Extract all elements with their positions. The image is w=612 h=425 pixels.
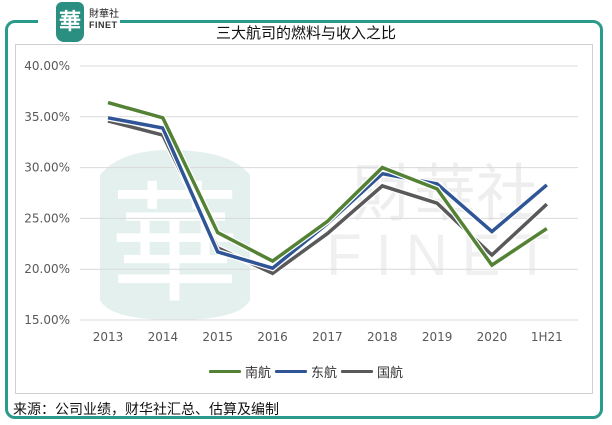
plot-area-border: [15, 44, 593, 394]
series-lines: [107, 99, 549, 277]
x-tick-label: 2016: [257, 330, 288, 344]
x-tick-label: 2020: [477, 330, 508, 344]
logo-en: FINET: [89, 20, 118, 30]
y-tick-label: 30.00%: [24, 161, 70, 175]
y-tick-label: 40.00%: [24, 59, 70, 73]
x-tick-label: 2017: [312, 330, 343, 344]
x-tick-label: 1H21: [531, 330, 563, 344]
y-tick-label: 15.00%: [24, 313, 70, 327]
chart-frame: [5, 20, 603, 419]
legend-item: 南航: [208, 362, 271, 381]
x-axis-labels: 2013 2014 2015 2016 2017 2018 2019 2020 1H21: [93, 330, 563, 344]
watermark-en-text: FINET: [326, 223, 564, 288]
legend-item: 国航: [341, 362, 403, 381]
legend-label: 南航: [244, 366, 271, 381]
watermark-badge-shape: [100, 150, 250, 320]
x-tick-label: 2014: [148, 330, 179, 344]
x-tick-label: 2018: [367, 330, 398, 344]
y-tick-label: 20.00%: [24, 262, 70, 276]
legend-swatch-icon: [341, 370, 373, 373]
logo-cn: 財華社: [89, 9, 119, 20]
series-line-south: [107, 100, 548, 268]
y-axis-labels: 15.00% 20.00% 25.00% 30.00% 35.00% 40.00%: [24, 59, 70, 327]
y-tick-label: 35.00%: [24, 110, 70, 124]
finet-logo-icon: 華: [56, 2, 84, 42]
legend-swatch-icon: [274, 370, 307, 373]
x-tick-label: 2019: [422, 330, 453, 344]
x-tick-label: 2015: [202, 330, 233, 344]
legend-label: 国航: [377, 366, 404, 381]
legend-swatch-icon: [208, 370, 241, 373]
legend-label: 东航: [310, 366, 337, 381]
watermark: 華財華社FINET: [100, 150, 564, 321]
finet-logo-text: 財華社 FINET: [89, 9, 119, 31]
chart-title: 三大航司的燃料与收入之比: [215, 24, 396, 42]
watermark-glyph: 華: [110, 169, 240, 321]
y-tick-label: 25.00%: [24, 211, 70, 225]
legend-item: 东航: [274, 362, 337, 381]
source-note: 来源：公司业绩，财华社汇总、估算及编制: [13, 402, 279, 418]
legend: 南航 东航 国航: [0, 362, 612, 381]
x-tick-label: 2013: [93, 330, 124, 344]
